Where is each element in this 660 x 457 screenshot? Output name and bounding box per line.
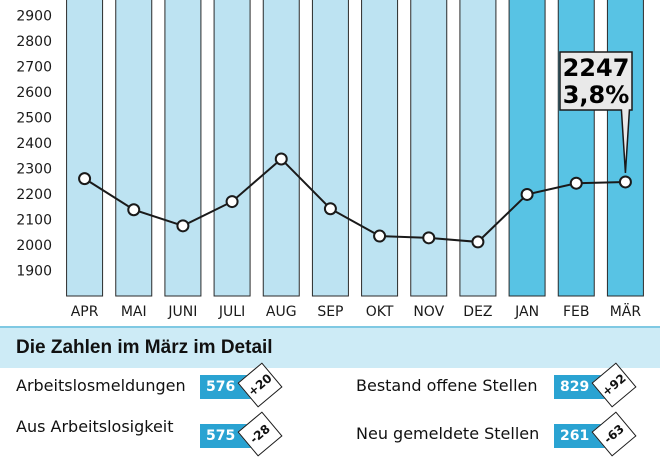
bar-aug	[262, 0, 300, 297]
series-points	[78, 152, 632, 249]
detail-delta-bestand-offene-stellen: +92	[591, 362, 637, 408]
y-tick-label: 2900	[16, 8, 52, 24]
chart: 1900 2000 2100 2200 2300 2400 2500 2600 2700 2800…	[16, 0, 644, 320]
callout: 2247 3,8%	[559, 51, 633, 173]
series-line	[84, 157, 626, 243]
y-tick-label: 2800	[16, 34, 52, 50]
bar-nov	[410, 0, 448, 297]
bar-feb	[557, 0, 595, 297]
callout-box	[559, 51, 633, 173]
point-feb	[569, 176, 583, 190]
y-axis-ticks: 1900 2000 2100 2200 2300 2400 2500 2600 2700 2800…	[16, 8, 52, 279]
detail-label-aus-arbeitslosigkeit: Aus Arbeitslosigkeit	[16, 417, 174, 436]
point-okt	[373, 229, 387, 243]
point-nov	[422, 231, 436, 245]
point-apr	[78, 172, 92, 186]
y-tick-label: 1900	[16, 263, 52, 279]
bar-mai	[115, 0, 153, 297]
detail-label-bestand-offene-stellen: Bestand offene Stellen	[356, 376, 538, 395]
detail-label-neu-gemeldete-stellen: Neu gemeldete Stellen	[356, 424, 540, 443]
x-tick-label: NOV	[413, 304, 444, 320]
detail-delta-arbeitslosmeldungen: +20	[237, 362, 283, 408]
point-mai	[127, 203, 141, 217]
detail-delta-neu-gemeldete-stellen: -63	[591, 411, 637, 457]
x-tick-label: SEP	[317, 304, 343, 320]
detail-label-arbeitslosmeldungen: Arbeitslosmeldungen	[16, 376, 186, 395]
bar-okt	[361, 0, 399, 297]
point-aug	[274, 152, 288, 166]
y-tick-label: 2600	[16, 85, 52, 101]
detail-delta-aus-arbeitslosigkeit: -28	[237, 411, 283, 457]
x-tick-label: APR	[71, 304, 99, 320]
y-tick-label: 2500	[16, 110, 52, 126]
x-tick-label: MÄR	[610, 302, 642, 320]
x-tick-label: AUG	[266, 304, 297, 320]
x-tick-label: DEZ	[463, 304, 492, 320]
y-tick-label: 2300	[16, 161, 52, 177]
x-tick-label: JAN	[514, 304, 539, 320]
callout-value: 2247	[563, 54, 630, 82]
bar-apr	[66, 0, 104, 297]
x-tick-label: OKT	[366, 304, 394, 320]
bar-juni	[164, 0, 202, 297]
point-juli	[225, 195, 239, 209]
y-tick-label: 2200	[16, 187, 52, 203]
bar-sep	[311, 0, 349, 297]
y-tick-label: 2400	[16, 136, 52, 152]
bar-dez	[459, 0, 497, 297]
point-dez	[471, 235, 485, 249]
x-tick-label: JUNI	[167, 304, 197, 320]
callout-percent: 3,8%	[563, 81, 630, 109]
detail-title: Die Zahlen im März im Detail	[16, 337, 273, 358]
x-axis-ticks: APR MAI JUNI JULI AUG SEP OKT NOV DEZ JAN FEB MÄR	[71, 302, 642, 320]
bar-juli	[213, 0, 251, 297]
x-tick-label: MAI	[121, 304, 147, 320]
y-tick-label: 2000	[16, 238, 52, 254]
x-tick-label: JULI	[218, 304, 245, 320]
point-jan	[520, 187, 534, 201]
point-sep	[323, 202, 337, 216]
y-tick-label: 2700	[16, 59, 52, 75]
point-mär	[618, 175, 632, 189]
x-tick-label: FEB	[563, 304, 590, 320]
point-juni	[176, 219, 190, 233]
detail-header: Die Zahlen im März im Detail	[0, 326, 660, 368]
y-tick-label: 2100	[16, 212, 52, 228]
bar-jan	[508, 0, 546, 297]
bars	[66, 0, 644, 297]
